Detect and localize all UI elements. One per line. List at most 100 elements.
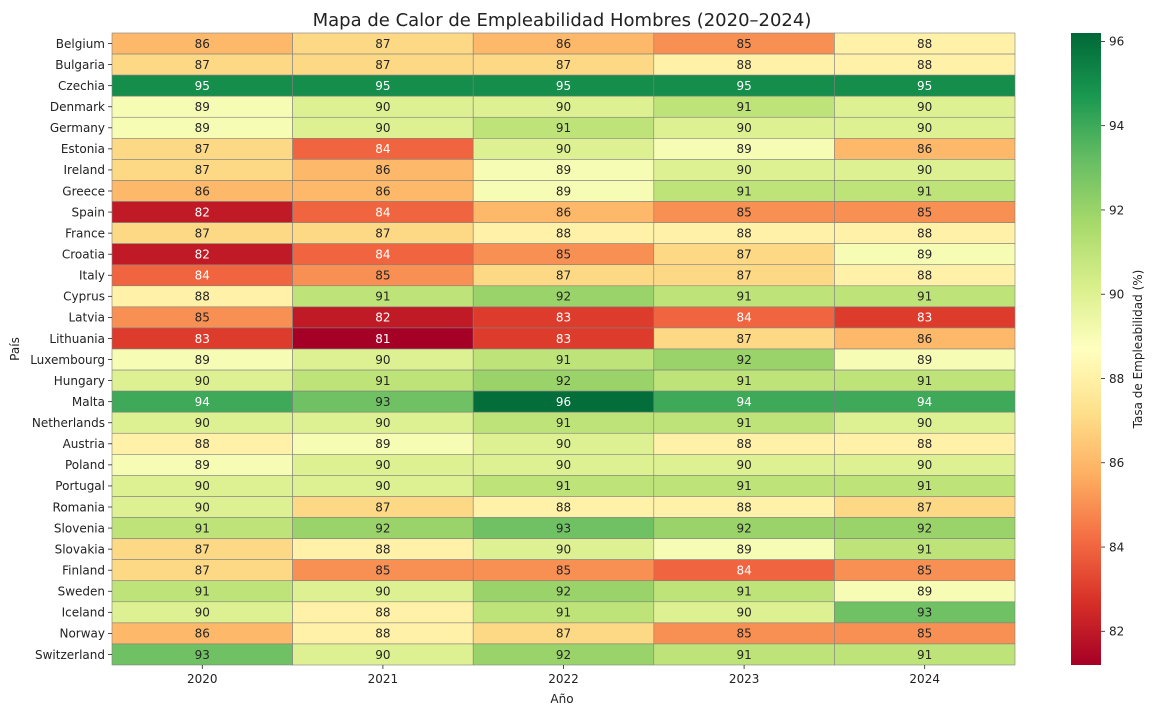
cell-value-label: 90 (375, 458, 390, 472)
y-tick-label: Germany (50, 121, 105, 135)
cell-value-label: 83 (917, 311, 932, 325)
cell-value-label: 92 (556, 374, 571, 388)
cell-value-label: 82 (195, 205, 210, 219)
cell-value-label: 87 (556, 269, 571, 283)
cell-value-label: 85 (917, 627, 932, 641)
x-tick-labels: 2020 2021 2022 2023 2024 (187, 665, 940, 686)
colorbar-label: Tasa de Empleabilidad (%) (1131, 270, 1145, 430)
colorbar-tick-label: 90 (1109, 288, 1124, 302)
x-tick-label: 2023 (729, 672, 760, 686)
cell-value-label: 94 (736, 395, 751, 409)
cell-value-label: 87 (375, 500, 390, 514)
cell-value-label: 86 (556, 205, 571, 219)
cell-value-label: 88 (917, 226, 932, 240)
colorbar-tick-label: 88 (1109, 372, 1124, 386)
cell-value-label: 91 (917, 374, 932, 388)
y-tick-label: Sweden (58, 585, 105, 599)
cell-value-label: 86 (556, 37, 571, 51)
cell-value-label: 85 (556, 564, 571, 578)
cell-value-label: 90 (375, 416, 390, 430)
cell-value-label: 91 (556, 606, 571, 620)
colorbar-tick-label: 92 (1109, 203, 1124, 217)
cell-value-label: 84 (375, 205, 390, 219)
cell-value-label: 91 (736, 416, 751, 430)
y-tick-label: Netherlands (32, 416, 105, 430)
colorbar-tick-label: 96 (1109, 35, 1124, 49)
cell-value-label: 87 (375, 58, 390, 72)
cell-value-label: 94 (195, 395, 210, 409)
cell-value-label: 87 (556, 627, 571, 641)
cell-value-label: 88 (375, 606, 390, 620)
cell-value-label: 90 (195, 416, 210, 430)
cell-value-label: 92 (736, 521, 751, 535)
cell-value-label: 91 (375, 290, 390, 304)
cell-value-label: 86 (195, 627, 210, 641)
cell-value-label: 92 (917, 521, 932, 535)
cell-value-label: 86 (375, 184, 390, 198)
cell-value-label: 90 (375, 353, 390, 367)
cell-value-label: 90 (556, 542, 571, 556)
cell-value-label: 87 (195, 58, 210, 72)
y-tick-label: Bulgaria (55, 58, 105, 72)
cell-value-label: 91 (917, 290, 932, 304)
y-tick-label: Slovakia (55, 542, 105, 556)
cell-value-label: 90 (736, 606, 751, 620)
cell-value-label: 91 (195, 521, 210, 535)
cell-value-label: 90 (375, 121, 390, 135)
cell-value-label: 83 (556, 332, 571, 346)
y-tick-label: Croatia (62, 248, 105, 262)
cell-value-label: 88 (195, 290, 210, 304)
cell-value-label: 87 (195, 542, 210, 556)
cell-value-label: 93 (195, 648, 210, 662)
cell-value-label: 89 (917, 248, 932, 262)
colorbar-tick-label: 94 (1109, 119, 1124, 133)
y-tick-label: Norway (59, 627, 105, 641)
cell-value-label: 90 (556, 142, 571, 156)
cell-value-label: 92 (736, 353, 751, 367)
cell-value-label: 91 (736, 479, 751, 493)
cell-value-label: 88 (917, 269, 932, 283)
cell-value-label: 89 (556, 163, 571, 177)
cell-value-label: 91 (917, 184, 932, 198)
cell-value-label: 90 (195, 374, 210, 388)
cell-value-label: 91 (736, 648, 751, 662)
cell-value-label: 90 (917, 100, 932, 114)
cell-value-label: 91 (736, 290, 751, 304)
cell-value-label: 89 (195, 458, 210, 472)
y-tick-label: Denmark (50, 100, 105, 114)
cell-value-label: 91 (736, 100, 751, 114)
cell-value-label: 88 (375, 542, 390, 556)
x-axis-label: Año (550, 692, 573, 706)
cell-value-label: 88 (556, 500, 571, 514)
cell-value-label: 87 (195, 226, 210, 240)
cell-value-label: 87 (736, 269, 751, 283)
colorbar-tick-label: 82 (1109, 625, 1124, 639)
cell-value-label: 89 (917, 353, 932, 367)
cell-value-label: 91 (556, 353, 571, 367)
cell-value-label: 91 (556, 479, 571, 493)
cell-value-label: 84 (736, 311, 751, 325)
cell-value-label: 88 (736, 226, 751, 240)
chart-title: Mapa de Calor de Empleabilidad Hombres (… (313, 10, 812, 31)
cell-value-label: 90 (917, 416, 932, 430)
y-tick-label: Austria (63, 437, 105, 451)
colorbar-tick-label: 86 (1109, 456, 1124, 470)
cell-value-label: 85 (375, 564, 390, 578)
cell-value-label: 88 (736, 58, 751, 72)
cell-value-label: 87 (917, 500, 932, 514)
colorbar-tick-label: 84 (1109, 540, 1124, 554)
cell-value-label: 91 (736, 374, 751, 388)
cell-value-label: 91 (917, 479, 932, 493)
cell-value-label: 92 (556, 648, 571, 662)
cell-value-label: 90 (917, 458, 932, 472)
cell-value-label: 95 (375, 79, 390, 93)
x-tick-label: 2020 (187, 672, 218, 686)
x-tick-label: 2022 (548, 672, 579, 686)
cell-value-label: 93 (917, 606, 932, 620)
y-tick-label: Switzerland (35, 648, 105, 662)
cell-value-label: 94 (917, 395, 932, 409)
cell-value-label: 90 (736, 121, 751, 135)
cell-value-label: 89 (195, 100, 210, 114)
cell-value-label: 91 (556, 416, 571, 430)
cell-value-label: 91 (917, 648, 932, 662)
